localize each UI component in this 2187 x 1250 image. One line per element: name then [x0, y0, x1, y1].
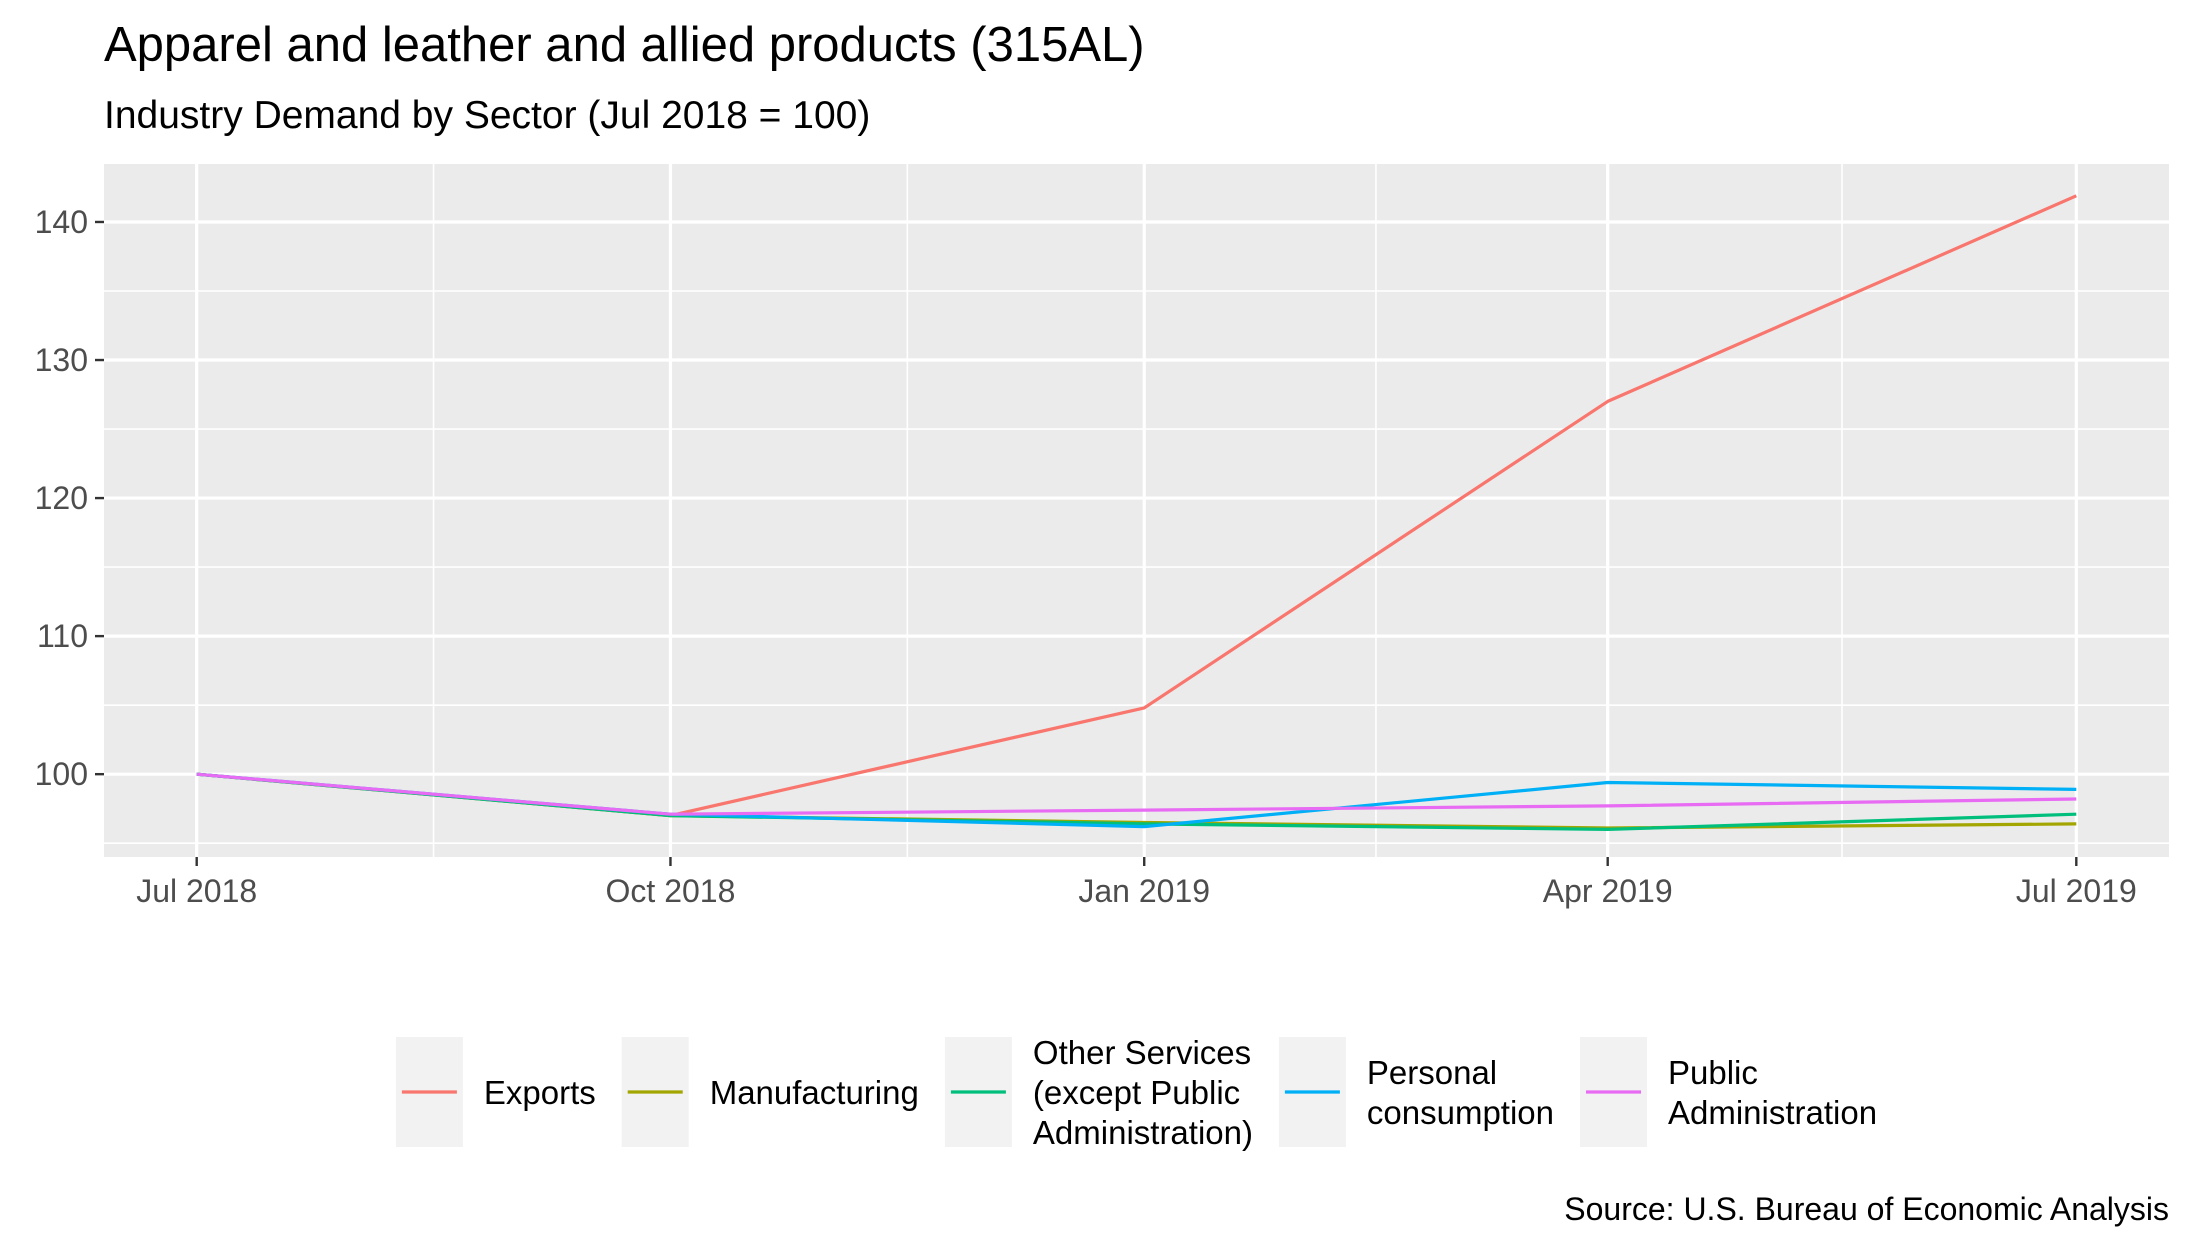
- legend-label-line: consumption: [1367, 1094, 1554, 1131]
- y-tick-label: 140: [35, 204, 88, 240]
- chart-title: Apparel and leather and allied products …: [104, 18, 1145, 72]
- legend-label-line: Public: [1668, 1054, 1758, 1091]
- legend-label-line: Manufacturing: [710, 1074, 919, 1111]
- y-tick-label: 120: [35, 480, 88, 516]
- x-tick-label: Jul 2018: [136, 873, 257, 909]
- legend-label: Manufacturing: [710, 1074, 919, 1111]
- y-tick-label: 110: [37, 618, 88, 654]
- x-tick-label: Jul 2019: [2016, 873, 2137, 909]
- y-tick-label: 100: [35, 756, 88, 792]
- legend-label-line: Exports: [484, 1074, 596, 1111]
- x-tick-label: Oct 2018: [606, 873, 736, 909]
- x-tick-label: Jan 2019: [1078, 873, 1210, 909]
- legend-item: Exports: [395, 1037, 596, 1147]
- legend-label-line: (except Public: [1033, 1074, 1240, 1111]
- legend-label: Public Administration: [1668, 1054, 1877, 1131]
- plot-panel: [104, 164, 2169, 857]
- legend-item: Other Services (except Public Administrati…: [944, 1034, 1253, 1151]
- chart-subtitle: Industry Demand by Sector (Jul 2018 = 10…: [104, 94, 870, 137]
- legend-label: Personal consumption: [1367, 1054, 1554, 1131]
- legend-label: Exports: [484, 1074, 596, 1111]
- legend-label-line: Personal: [1367, 1054, 1497, 1091]
- legend-label-line: Other Services: [1033, 1034, 1251, 1071]
- series-lines: [196, 194, 2077, 832]
- x-tick-label: Apr 2019: [1543, 873, 1673, 909]
- legend-item: Manufacturing: [621, 1037, 919, 1147]
- y-tick-label: 130: [35, 342, 88, 378]
- legend-item: Public Administration: [1580, 1037, 1877, 1147]
- grid-lines: [104, 164, 2169, 857]
- series-line-public-administration: [196, 772, 2077, 816]
- legend-item: Personal consumption: [1278, 1037, 1554, 1147]
- legend-label-line: Administration: [1668, 1094, 1877, 1131]
- legend-label-line: Administration): [1033, 1114, 1253, 1151]
- legend-label: Other Services (except Public Administrati…: [1033, 1034, 1253, 1151]
- chart-caption: Source: U.S. Bureau of Economic Analysis: [1564, 1191, 2169, 1227]
- legend: Exports Manufacturing Other Services (excep…: [395, 1034, 1877, 1151]
- axes: 100 110 120 130 140 Jul 2018 Oct 2018 Jan 2019 A…: [35, 204, 2137, 909]
